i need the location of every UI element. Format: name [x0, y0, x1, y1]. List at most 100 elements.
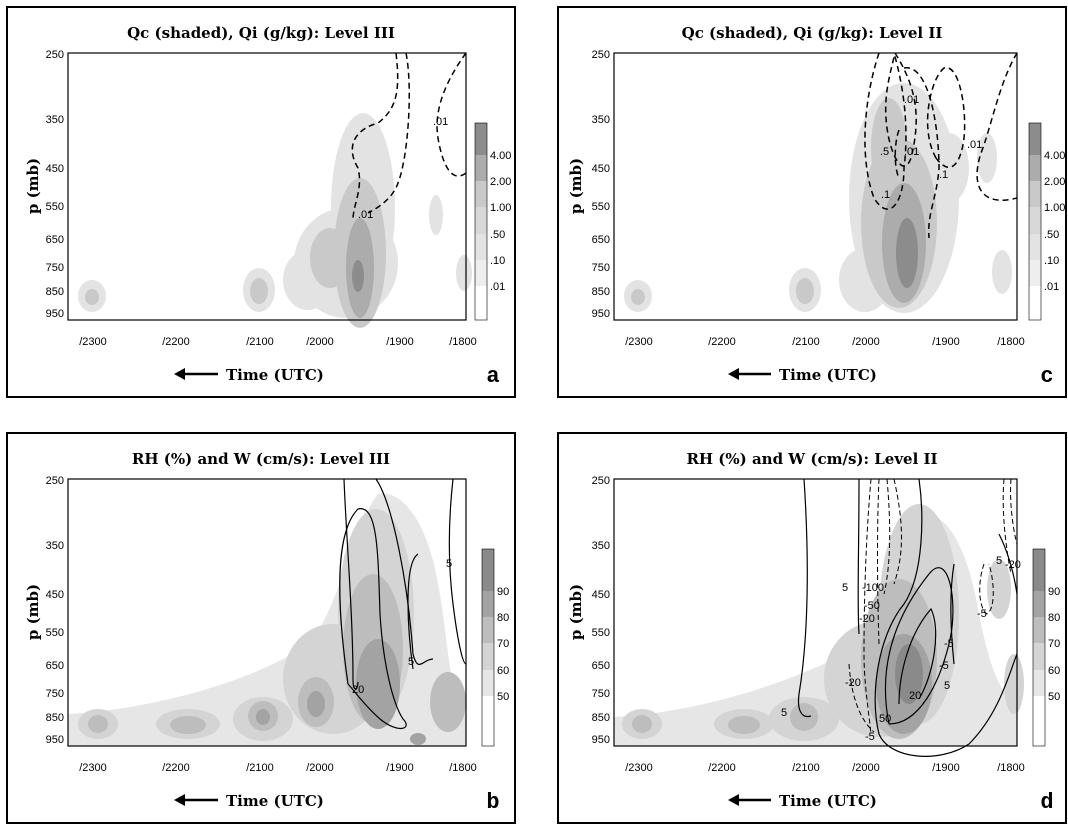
y-tick: 350: [46, 540, 64, 552]
panel-a: Qc (shaded), Qi (g/kg): Level III .01 .0…: [6, 6, 516, 398]
colorbar-label: 1.00: [490, 202, 511, 214]
x-tick: /2000: [306, 336, 334, 348]
panel-letter: d: [1040, 790, 1053, 815]
colorbar: 4.00 2.00 1.00 .50 .10 .01: [1028, 122, 1065, 321]
colorbar-label: .01: [1044, 281, 1059, 293]
contour-label: -5: [977, 608, 987, 620]
colorbar-label: 1.00: [1044, 202, 1065, 214]
contour-label: -100: [862, 582, 884, 594]
x-axis-label: Time (UTC): [226, 792, 324, 810]
y-tick: 750: [46, 262, 64, 274]
chart-d: RH (%) and W (cm/s): Level II -1: [567, 450, 1060, 815]
y-axis-label: p (mb): [567, 584, 585, 640]
colorbar-label: .50: [490, 229, 505, 241]
colorbar-label: 4.00: [1044, 150, 1065, 162]
contour-label: 20: [909, 690, 921, 702]
colorbar: 4.00 2.00 1.00 .50 .10 .01: [474, 122, 511, 321]
contour-label: -5: [939, 660, 949, 672]
contour-label: 5: [446, 558, 452, 570]
y-tick: 450: [592, 163, 610, 175]
y-tick: 850: [46, 712, 64, 724]
y-tick: 850: [46, 286, 64, 298]
x-tick: /1900: [932, 336, 960, 348]
x-tick: /1800: [449, 336, 477, 348]
y-ticks: 250 350 450 550 650 750 850 950: [46, 49, 64, 320]
y-tick: 850: [592, 286, 610, 298]
colorbar-label: 80: [1048, 612, 1060, 624]
colorbar-label: 50: [1048, 691, 1060, 703]
contour-label: .01: [967, 139, 982, 151]
y-tick: 350: [592, 540, 610, 552]
colorbar-label: .50: [1044, 229, 1059, 241]
y-tick: 650: [46, 234, 64, 246]
x-ticks: /2300 /2200 /2100 /2000 /1900 /1800: [625, 762, 1025, 774]
contour-label: -20: [859, 613, 875, 625]
chart-a: Qc (shaded), Qi (g/kg): Level III .01 .0…: [24, 24, 511, 389]
colorbar-label: 2.00: [1044, 176, 1065, 188]
panel-letter: a: [486, 364, 499, 389]
y-ticks: 250 350 450 550 650 750 850 950: [46, 475, 64, 746]
y-tick: 950: [592, 308, 610, 320]
contour-label: 5: [996, 555, 1002, 567]
y-axis-label: p (mb): [24, 584, 42, 640]
x-tick: /1800: [449, 762, 477, 774]
shading: [78, 113, 472, 328]
y-ticks: 250 350 450 550 650 750 850 950: [592, 475, 610, 746]
time-arrow: [174, 794, 218, 806]
colorbar: 90 80 70 60 50: [481, 548, 509, 747]
y-tick: 450: [592, 589, 610, 601]
contour-label: .01: [358, 209, 373, 221]
chart-title: Qc (shaded), Qi (g/kg): Level II: [682, 24, 943, 42]
contour-label: 5: [781, 707, 787, 719]
colorbar-label: 2.00: [490, 176, 511, 188]
contour-label: .01: [904, 94, 919, 106]
x-tick: /2300: [625, 762, 653, 774]
chart-c: Qc (shaded), Qi (g/kg): Level II .01 .5 …: [567, 24, 1065, 389]
y-tick: 750: [592, 688, 610, 700]
x-tick: /2300: [79, 336, 107, 348]
x-axis-label: Time (UTC): [779, 792, 877, 810]
colorbar-label: 70: [1048, 638, 1060, 650]
time-arrow: [728, 794, 771, 806]
y-tick: 650: [592, 660, 610, 672]
contour-label: 20: [352, 684, 364, 696]
contour-label: -20: [1005, 559, 1021, 571]
y-tick: 950: [46, 734, 64, 746]
y-tick: 950: [46, 308, 64, 320]
x-tick: /2100: [792, 336, 820, 348]
plot-frame: [613, 52, 1018, 321]
colorbar-label: .01: [490, 281, 505, 293]
contour-label: -50: [864, 600, 880, 612]
x-tick: /1800: [997, 762, 1025, 774]
x-axis-label: Time (UTC): [779, 366, 877, 384]
x-ticks: /2300 /2200 /2100 /2000 /1900 /1800: [625, 336, 1025, 348]
x-tick: /2000: [306, 762, 334, 774]
panel-letter: c: [1040, 364, 1053, 389]
x-tick: /2100: [246, 762, 274, 774]
x-tick: /1900: [386, 336, 414, 348]
x-tick: /2300: [79, 762, 107, 774]
chart-title: RH (%) and W (cm/s): Level III: [132, 450, 390, 468]
chart-b: RH (%) and W (cm/s): Level III 20 5 5 p …: [24, 450, 509, 815]
dashed-contours: [848, 478, 1018, 735]
y-tick: 250: [46, 475, 64, 487]
x-tick: /1900: [386, 762, 414, 774]
y-tick: 450: [46, 163, 64, 175]
y-tick: 550: [46, 201, 64, 213]
contours: [864, 52, 1018, 239]
y-tick: 350: [46, 114, 64, 126]
colorbar-label: 60: [1048, 665, 1060, 677]
contour-label: .1: [939, 169, 948, 181]
contour-label: -5: [865, 731, 875, 743]
y-tick: 550: [592, 627, 610, 639]
y-tick: 850: [592, 712, 610, 724]
y-tick: 550: [592, 201, 610, 213]
y-tick: 950: [592, 734, 610, 746]
colorbar-label: .10: [1044, 255, 1059, 267]
time-arrow: [728, 368, 771, 380]
y-axis-label: p (mb): [24, 158, 42, 214]
contour-label: -20: [845, 677, 861, 689]
x-tick: /1800: [997, 336, 1025, 348]
x-tick: /2200: [162, 336, 190, 348]
colorbar: 90 80 70 60 50: [1032, 548, 1060, 747]
